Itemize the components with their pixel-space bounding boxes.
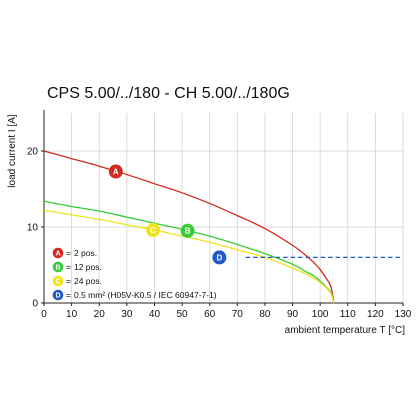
marker-circle (212, 250, 227, 265)
legend-letter: C (55, 279, 60, 286)
marker-circle (108, 164, 123, 179)
x-tick-label: 70 (232, 309, 244, 320)
y-tick-label: 10 (27, 223, 39, 234)
marker-circle (146, 223, 161, 238)
y-axis-label: load current I [A] (7, 114, 18, 188)
legend-series-name: 2 pos. (74, 248, 97, 258)
legend-label: = 12 pos. (66, 262, 102, 272)
x-tick-label: 10 (66, 309, 78, 320)
legend-separator: = (66, 290, 71, 300)
marker-a: A (108, 164, 123, 179)
legend-letter: B (55, 265, 60, 272)
x-tick-label: 90 (287, 309, 299, 320)
legend-swatch (52, 247, 64, 259)
axes: 0 10 20 30 40 50 60 70 80 90 100 110 120 130 0 10 20 (27, 110, 412, 320)
legend-separator: = (66, 248, 71, 258)
grid (44, 113, 404, 303)
x-axis-label: ambient temperature T [°C] (285, 325, 406, 336)
x-tick-label: 0 (41, 309, 47, 320)
x-tick-label: 20 (94, 309, 106, 320)
legend-label: = 0.5 mm² (H05V-K0.5 / IEC 60947-7-1) (66, 290, 217, 300)
x-tick-label: 80 (259, 309, 271, 320)
chart-title: CPS 5.00/../180 - CH 5.00/../180G (47, 85, 290, 102)
x-tick-label: 100 (312, 309, 329, 320)
x-tick-label: 60 (204, 309, 216, 320)
marker-c: C (146, 223, 161, 238)
legend-item-a: A = 2 pos. (52, 247, 97, 259)
legend-swatch (52, 275, 64, 287)
legend-label: = 24 pos. (66, 276, 102, 286)
series-layer (43, 150, 403, 304)
marker-letter: C (150, 226, 156, 235)
marker-letter: B (185, 227, 191, 236)
legend-label: = 2 pos. (66, 248, 97, 258)
x-tick-label: 130 (395, 309, 412, 320)
legend-swatch (52, 289, 64, 301)
legend-series-name: 24 pos. (74, 276, 102, 286)
curve-markers: A B C D (108, 164, 227, 265)
x-tick-label: 110 (340, 309, 356, 320)
legend-separator: = (66, 276, 71, 286)
legend-series-name: 0.5 mm² (H05V-K0.5 / IEC 60947-7-1) (74, 290, 217, 300)
legend-letter: A (55, 251, 60, 258)
marker-circle (180, 223, 195, 238)
x-tick-label: 50 (177, 309, 189, 320)
legend-series-name: 12 pos. (74, 262, 102, 272)
legend-swatch (52, 261, 64, 273)
marker-b: B (180, 223, 195, 238)
legend-item-b: B = 12 pos. (52, 261, 102, 273)
legend-separator: = (66, 262, 71, 272)
marker-letter: D (216, 253, 222, 262)
marker-d: D (212, 250, 227, 265)
y-tick-label: 20 (27, 147, 39, 158)
y-tick-label: 0 (32, 299, 38, 310)
x-tick-label: 40 (149, 309, 161, 320)
legend-letter: D (55, 293, 60, 300)
marker-letter: A (113, 167, 119, 176)
legend: A = 2 pos.B = 12 pos.C = 24 pos.D = 0.5 mm² (H05… (52, 247, 217, 301)
x-tick-label: 120 (367, 309, 384, 320)
x-tick-label: 30 (121, 309, 133, 320)
series-line-b (43, 200, 335, 304)
legend-item-d: D = 0.5 mm² (H05V-K0.5 / IEC 60947-7-1) (52, 289, 217, 301)
series-line-c (43, 209, 335, 304)
legend-item-c: C = 24 pos. (52, 275, 102, 287)
